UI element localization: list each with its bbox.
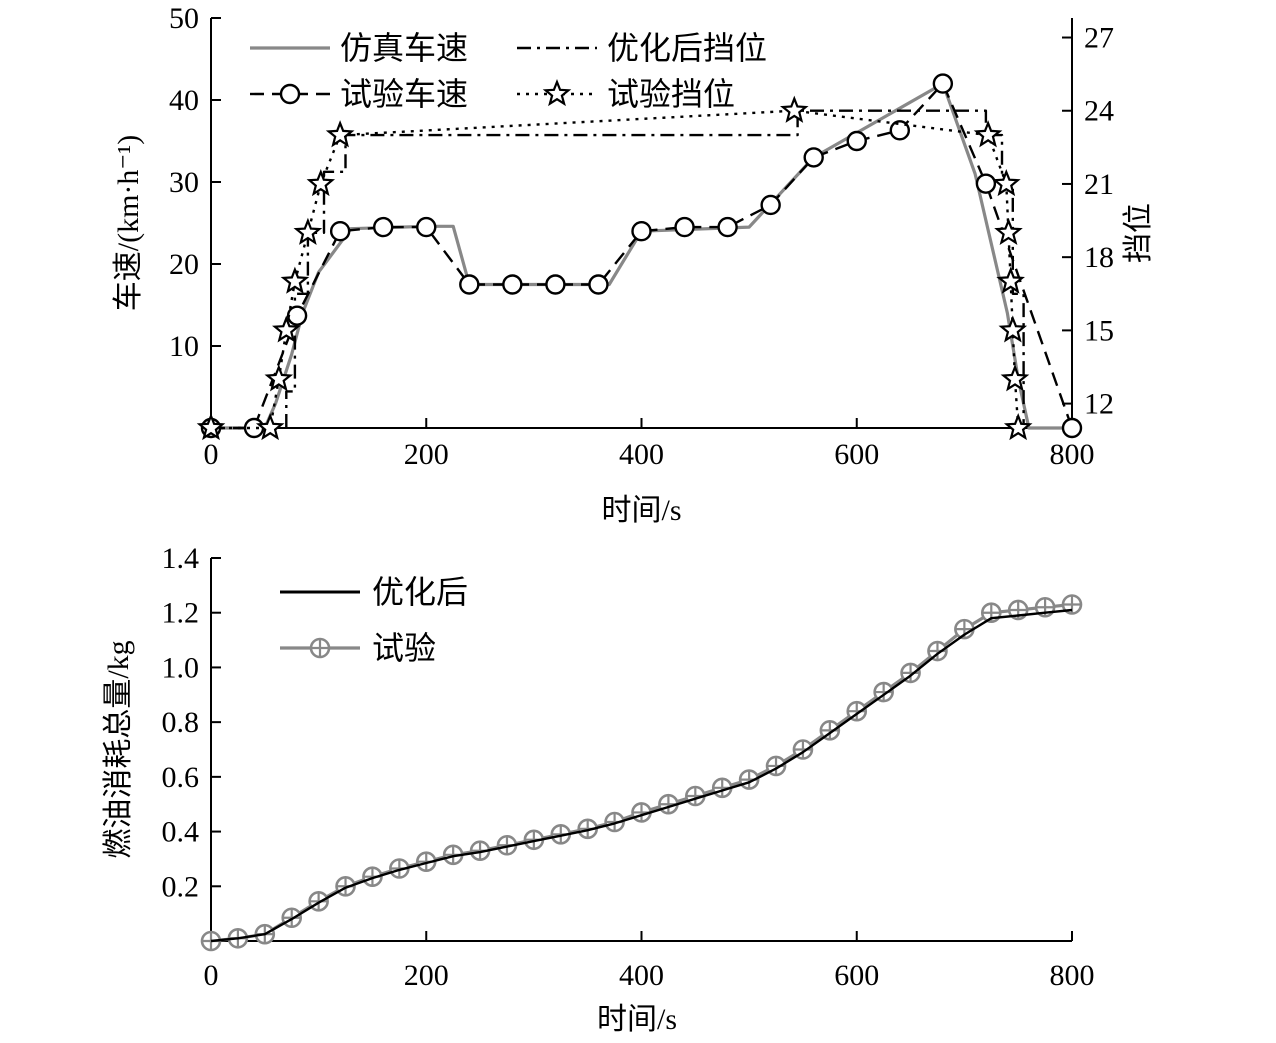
- x-tick-label: 800: [1050, 438, 1095, 471]
- series-top-3-point: [996, 266, 1025, 294]
- series-top-2-point: [1061, 417, 1083, 439]
- series-bottom-1-point: [1061, 594, 1083, 615]
- series-bottom-1-point: [496, 834, 518, 856]
- x-axis-label: 时间/s: [601, 494, 681, 527]
- y-tick-label: 0.2: [162, 870, 200, 903]
- x-tick-label: 400: [619, 959, 664, 992]
- series-top-3-point: [272, 315, 301, 343]
- series-top-3-point: [325, 120, 355, 148]
- y2-tick-label: 12: [1084, 388, 1114, 421]
- series-top-2-point: [674, 216, 695, 238]
- legend-label: 优化后: [372, 574, 468, 610]
- y2-tick-label: 15: [1084, 314, 1114, 347]
- speed-gear-chart: 0 200 400 600 800 10 20 30 40 50 12 15 18 21 24 27 时间/s 车…: [112, 2, 1155, 527]
- x-tick-label: 0: [204, 438, 219, 471]
- series-top-3-point: [992, 169, 1021, 197]
- series-top-2-point: [803, 147, 824, 168]
- x-axis-label: 时间/s: [597, 1003, 677, 1036]
- series-top-3-point: [264, 364, 294, 392]
- series-top-2-point: [329, 220, 351, 242]
- y-tick-label: 1.2: [162, 597, 200, 630]
- y-tick-label: 0.8: [162, 706, 200, 739]
- legend-label: 仿真车速: [340, 30, 468, 66]
- series-top-2-point: [373, 216, 394, 238]
- legend-marker: [542, 79, 572, 107]
- series-line-bottom-0: [210, 608, 1073, 943]
- legend-label: 试验: [372, 630, 436, 666]
- y2-tick-label: 21: [1084, 168, 1114, 201]
- series-top-2-point: [975, 173, 997, 194]
- series-top-3-point: [998, 315, 1028, 343]
- series-bottom-1-point: [604, 811, 625, 833]
- y-tick-label: 0.4: [162, 816, 200, 849]
- y-axis-label: 燃油消耗总量/kg: [102, 640, 135, 858]
- y-tick-label: 30: [169, 166, 199, 199]
- y2-axis-label: 挡位: [1122, 203, 1155, 263]
- series-top-2-point: [545, 274, 566, 295]
- legend-label: 优化后挡位: [607, 30, 767, 66]
- series-top-3-point: [196, 413, 226, 441]
- series-top-2-point: [760, 194, 781, 216]
- y-tick-label: 10: [169, 330, 199, 363]
- series-top-2-point: [932, 73, 954, 94]
- y2-tick-label: 27: [1084, 22, 1114, 55]
- series-top-3-point: [1000, 364, 1030, 392]
- series-top-3-point: [280, 266, 310, 294]
- y-tick-label: 20: [169, 248, 199, 281]
- x-tick-label: 0: [204, 959, 219, 992]
- series-bottom-1-point: [362, 866, 383, 888]
- y2-tick-label: 24: [1084, 95, 1114, 128]
- series-top-3-point: [994, 217, 1023, 245]
- series-top-2-point: [416, 216, 437, 238]
- legend-marker: [309, 637, 331, 659]
- series-bottom-1-point: [927, 640, 948, 662]
- legend-label: 试验挡位: [607, 76, 735, 112]
- y2-tick-label: 18: [1084, 241, 1114, 274]
- series-bottom-1-point: [577, 818, 598, 840]
- y-axis-label: 车速/(km·h⁻¹): [112, 135, 145, 311]
- legend-marker: [279, 83, 301, 105]
- series-top-2-point: [717, 216, 738, 238]
- y-tick-label: 0.6: [162, 761, 200, 794]
- series-top-2-point: [889, 120, 910, 141]
- series-top-2-point: [459, 274, 480, 295]
- x-tick-label: 800: [1050, 959, 1095, 992]
- x-tick-label: 200: [404, 438, 449, 471]
- series-top-2-point: [631, 220, 652, 242]
- fuel-consumption-chart: 0 200 400 600 800 0.2 0.4 0.6 0.8 1.0 1.2 1.4 时间/s 燃油…: [102, 542, 1095, 1036]
- series-bottom-1-point: [335, 875, 356, 897]
- series-top-2-point: [588, 274, 609, 295]
- x-tick-label: 400: [619, 438, 664, 471]
- series-bottom-1-point: [873, 681, 894, 703]
- series-top-3-point: [973, 120, 1003, 148]
- series-top-3-point: [306, 169, 336, 197]
- series-top-2-point: [286, 305, 308, 326]
- series-top-3-point: [293, 217, 323, 245]
- series-top-3-point: [1003, 412, 1033, 441]
- series-top-2-point: [502, 274, 523, 295]
- x-tick-label: 600: [834, 959, 879, 992]
- legend-label: 试验车速: [340, 76, 468, 112]
- y-tick-label: 50: [169, 2, 199, 35]
- series-line-top-1: [285, 109, 1025, 428]
- y-tick-label: 40: [169, 84, 199, 117]
- x-tick-label: 600: [834, 438, 879, 471]
- series-top-3-point: [255, 413, 285, 441]
- series-line-top-3: [211, 109, 1020, 430]
- y-tick-label: 1.4: [162, 542, 200, 575]
- series-top-2-point: [846, 130, 867, 152]
- x-tick-label: 200: [404, 959, 449, 992]
- y-tick-label: 1.0: [162, 651, 200, 684]
- series-top-3-point: [780, 95, 809, 123]
